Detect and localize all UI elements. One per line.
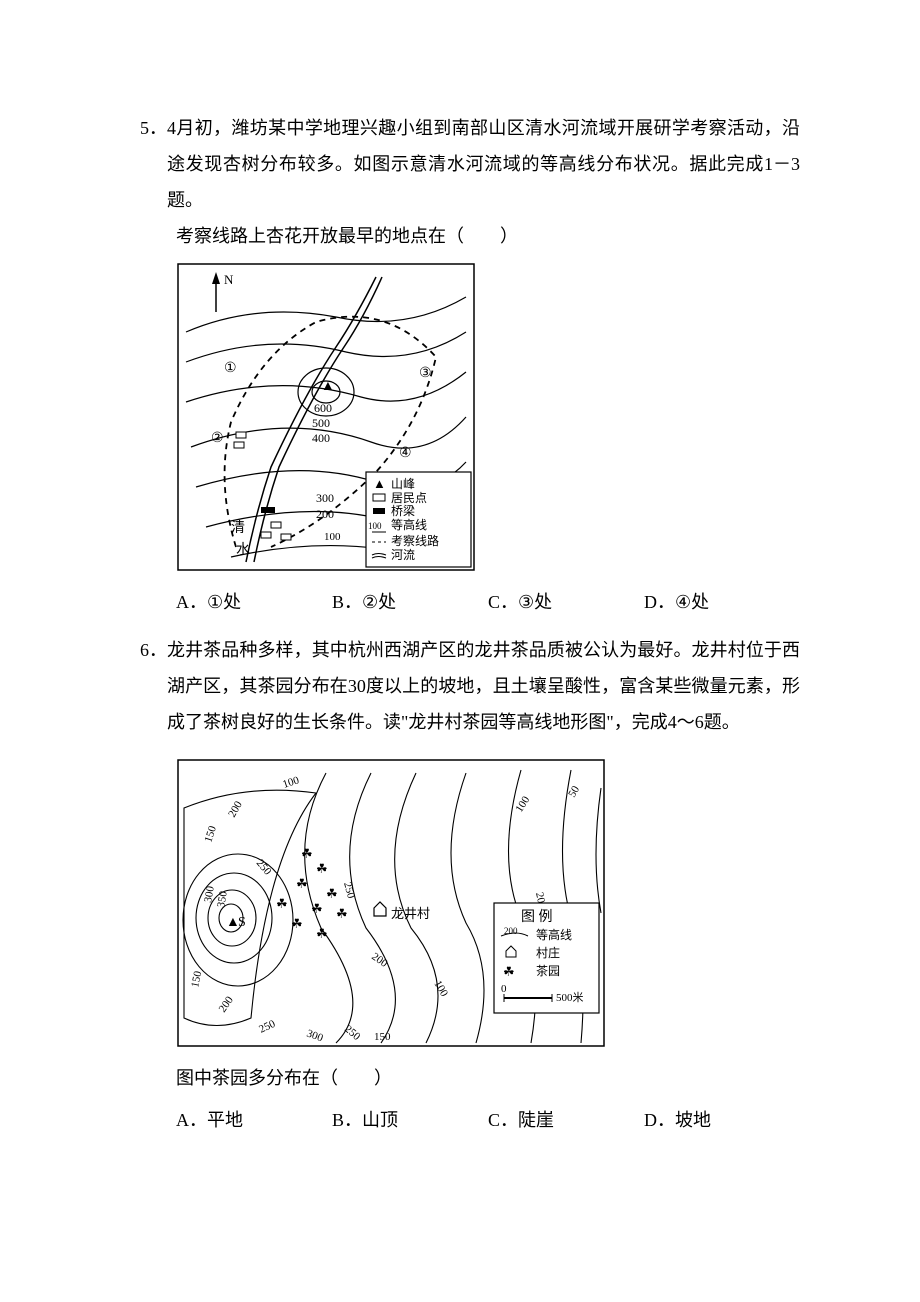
svg-text:200: 200 [504, 926, 518, 936]
svg-text:☘: ☘ [503, 964, 515, 979]
q6-option-d[interactable]: D．坡地 [644, 1102, 800, 1138]
river-char-1: 清 [231, 520, 245, 536]
svg-text:☘: ☘ [291, 916, 303, 931]
svg-text:400: 400 [312, 431, 330, 445]
svg-text:居民点: 居民点 [391, 491, 427, 505]
q6-map-svg: 100 200 150 250 300 350 150 200 250 300 … [176, 758, 606, 1048]
svg-text:村庄: 村庄 [536, 945, 560, 960]
svg-text:等高线: 等高线 [536, 927, 572, 942]
q6-prompt: 图中茶园多分布在（ ） [140, 1060, 800, 1096]
q6-map: 100 200 150 250 300 350 150 200 250 300 … [176, 758, 800, 1048]
q6-options: A．平地 B．山顶 C．陡崖 D．坡地 [140, 1102, 800, 1138]
svg-text:河流: 河流 [391, 548, 415, 562]
q5-passage: 4月初，潍坊某中学地理兴趣小组到南部山区清水河流域开展研学考察活动，沿途发现杏树… [167, 110, 800, 218]
q5-options: A．①处 B．②处 C．③处 D．④处 [140, 584, 800, 620]
q6-passage: 龙井茶品种多样，其中杭州西湖产区的龙井茶品质被公认为最好。龙井村位于西湖产区，其… [167, 632, 800, 740]
svg-text:☘: ☘ [316, 861, 328, 876]
q5-map-svg: N 600 500 400 300 200 [176, 262, 476, 572]
peak-label: S [238, 915, 246, 930]
legend-title: 图 例 [521, 909, 553, 925]
q5-option-c[interactable]: C．③处 [488, 584, 644, 620]
svg-text:100: 100 [324, 531, 341, 543]
svg-text:等高线: 等高线 [391, 517, 427, 532]
svg-text:山峰: 山峰 [391, 477, 415, 491]
scale-value: 500米 [556, 991, 584, 1004]
svg-text:①: ① [224, 361, 237, 376]
q5-map: N 600 500 400 300 200 [176, 262, 800, 572]
svg-text:600: 600 [314, 401, 332, 415]
svg-text:▲: ▲ [373, 476, 386, 491]
q5-number: 5． [140, 110, 167, 218]
svg-text:300: 300 [316, 491, 334, 505]
svg-text:茶园: 茶园 [536, 963, 560, 978]
svg-text:③: ③ [419, 366, 432, 381]
svg-text:☘: ☘ [326, 886, 338, 901]
q5-option-d[interactable]: D．④处 [644, 584, 800, 620]
q6-number: 6． [140, 632, 167, 740]
question-5: 5． 4月初，潍坊某中学地理兴趣小组到南部山区清水河流域开展研学考察活动，沿途发… [140, 110, 800, 620]
q6-option-c[interactable]: C．陡崖 [488, 1102, 644, 1138]
q6-option-b[interactable]: B．山顶 [332, 1102, 488, 1138]
question-6: 6． 龙井茶品种多样，其中杭州西湖产区的龙井茶品质被公认为最好。龙井村位于西湖产… [140, 632, 800, 1138]
svg-text:150: 150 [374, 1031, 391, 1043]
svg-text:☘: ☘ [311, 901, 323, 916]
svg-text:☘: ☘ [336, 906, 348, 921]
q6-option-a[interactable]: A．平地 [176, 1102, 332, 1138]
q5-header: 5． 4月初，潍坊某中学地理兴趣小组到南部山区清水河流域开展研学考察活动，沿途发… [140, 110, 800, 218]
bridge-icon [261, 507, 275, 513]
q5-option-b[interactable]: B．②处 [332, 584, 488, 620]
svg-text:500: 500 [312, 416, 330, 430]
svg-text:100: 100 [368, 521, 382, 531]
svg-text:②: ② [211, 431, 224, 446]
village-label: 龙井村 [391, 906, 430, 921]
q5-option-a[interactable]: A．①处 [176, 584, 332, 620]
peak-icon: ▲ [321, 379, 335, 394]
scale-zero: 0 [501, 983, 507, 995]
q5-legend: ▲ 山峰 居民点 桥梁 100 等高线 考察线路 河流 [366, 472, 471, 567]
q5-prompt: 考察线路上杏花开放最早的地点在（ ） [140, 218, 800, 254]
svg-text:☘: ☘ [276, 896, 288, 911]
svg-text:☘: ☘ [301, 846, 313, 861]
q6-header: 6． 龙井茶品种多样，其中杭州西湖产区的龙井茶品质被公认为最好。龙井村位于西湖产… [140, 632, 800, 740]
svg-text:☘: ☘ [296, 876, 308, 891]
north-label: N [224, 272, 234, 287]
svg-text:桥梁: 桥梁 [391, 503, 415, 518]
svg-text:☘: ☘ [316, 926, 328, 941]
river-char-2: 水 [236, 542, 250, 558]
svg-text:考察线路: 考察线路 [391, 533, 439, 548]
svg-text:④: ④ [399, 446, 412, 461]
q6-legend: 图 例 200 等高线 村庄 ☘ 茶园 0 500米 [494, 903, 599, 1013]
